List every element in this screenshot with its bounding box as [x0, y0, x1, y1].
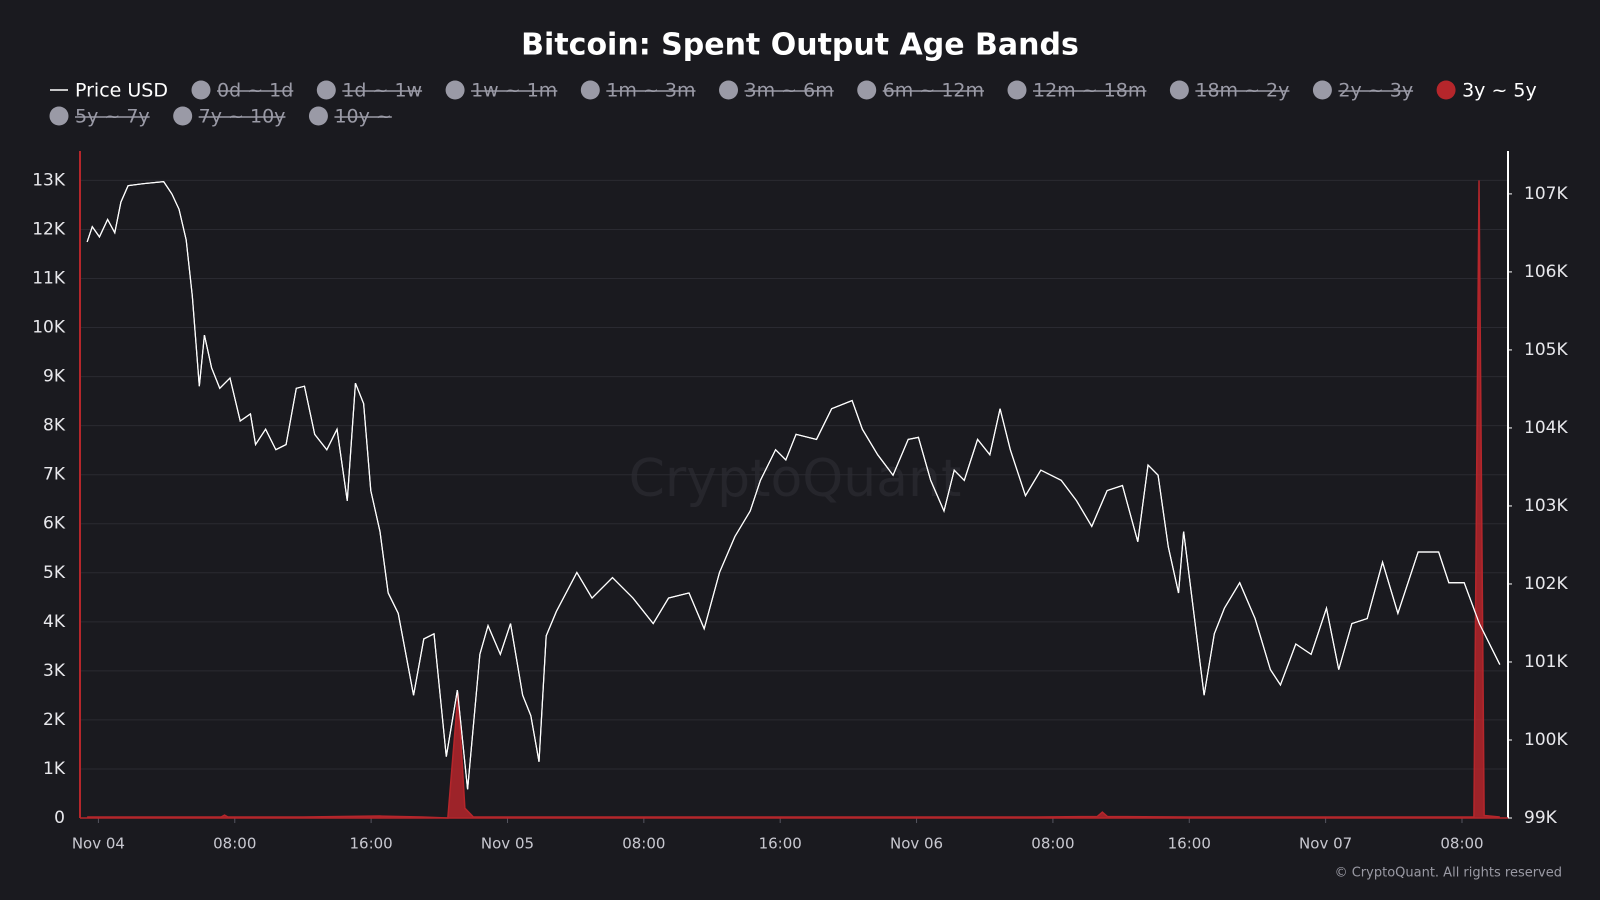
- legend-item[interactable]: 1d ~ 1w: [316, 80, 423, 102]
- watermark: CryptoQuant: [629, 449, 962, 509]
- x-tick-label: 16:00: [350, 835, 393, 853]
- legend-item[interactable]: 3m ~ 6m: [719, 80, 834, 102]
- y-tick-label: 13K: [32, 170, 66, 190]
- legend-label: Price USD: [75, 80, 168, 102]
- y-tick-label: 12K: [32, 219, 66, 239]
- legend-item[interactable]: 2y ~ 3y: [1312, 80, 1414, 102]
- legend-item[interactable]: 0d ~ 1d: [191, 80, 294, 102]
- legend-item[interactable]: 5y ~ 7y: [49, 106, 150, 128]
- legend-symbol: [719, 80, 739, 100]
- x-tick-label: 08:00: [1440, 835, 1483, 853]
- footer: © CryptoQuant. All rights reserved: [1335, 866, 1562, 881]
- y2-tick-label: 103K: [1524, 496, 1568, 516]
- y-tick-label: 10K: [32, 318, 66, 338]
- legend-symbol: [580, 80, 600, 100]
- legend-item[interactable]: 1w ~ 1m: [445, 80, 558, 102]
- y-tick-label: 3K: [43, 661, 66, 681]
- legend-symbol: [1436, 80, 1456, 100]
- legend-item[interactable]: 3y ~ 5y: [1436, 80, 1537, 102]
- x-tick-label: 16:00: [1168, 835, 1211, 853]
- legend-symbol: [316, 80, 336, 100]
- legend-label: 3y ~ 5y: [1462, 80, 1537, 102]
- area-line: [87, 180, 1500, 819]
- legend-item[interactable]: Price USD: [50, 80, 168, 102]
- legend-item[interactable]: 1m ~ 3m: [580, 80, 696, 102]
- price-line: [86, 181, 1501, 790]
- y-tick-label: 2K: [43, 710, 66, 730]
- y-tick-label: 1K: [43, 759, 66, 779]
- x-tick-label: 08:00: [213, 835, 256, 853]
- legend-item[interactable]: 6m ~ 12m: [857, 80, 984, 102]
- y2-tick-label: 99K: [1524, 808, 1558, 828]
- legend-symbol: [308, 106, 328, 126]
- legend-item[interactable]: 12m ~ 18m: [1007, 80, 1147, 102]
- y-tick-label: 9K: [43, 367, 66, 387]
- y2-tick-label: 100K: [1524, 730, 1568, 750]
- y-tick-label: 8K: [43, 416, 66, 436]
- x-tick-label: Nov 05: [481, 835, 534, 853]
- legend-symbol: [1007, 80, 1027, 100]
- chart-title: Bitcoin: Spent Output Age Bands: [521, 28, 1079, 63]
- y2-tick-label: 105K: [1524, 340, 1568, 360]
- legend-symbol: [445, 80, 465, 100]
- legend-symbol: [173, 106, 193, 126]
- legend-item[interactable]: 10y ~: [308, 106, 392, 128]
- legend-symbol: [49, 106, 69, 126]
- y2-tick-label: 101K: [1524, 652, 1568, 672]
- y-tick-label: 6K: [43, 514, 66, 534]
- x-tick-label: 08:00: [1031, 835, 1074, 853]
- y-tick-label: 11K: [32, 269, 66, 289]
- x-tick-label: Nov 06: [890, 835, 943, 853]
- legend-item[interactable]: 18m ~ 2y: [1169, 80, 1290, 102]
- y-tick-label: 7K: [43, 465, 66, 485]
- y2-tick-label: 107K: [1524, 184, 1568, 204]
- legend-symbol: [857, 80, 877, 100]
- legend-symbol: [1312, 80, 1332, 100]
- legend-symbol: [191, 80, 211, 100]
- y2-tick-label: 102K: [1524, 574, 1568, 594]
- y2-tick-label: 106K: [1524, 262, 1568, 282]
- legend-item[interactable]: 7y ~ 10y: [173, 106, 286, 128]
- y2-tick-label: 104K: [1524, 418, 1568, 438]
- x-tick-label: Nov 07: [1299, 835, 1352, 853]
- y-tick-label: 4K: [43, 612, 66, 632]
- x-tick-label: 08:00: [622, 835, 665, 853]
- y-tick-label: 5K: [43, 563, 66, 583]
- legend-symbol: [1169, 80, 1189, 100]
- y-tick-label: 0: [54, 808, 65, 828]
- x-tick-label: 16:00: [759, 835, 802, 853]
- x-tick-label: Nov 04: [72, 835, 125, 853]
